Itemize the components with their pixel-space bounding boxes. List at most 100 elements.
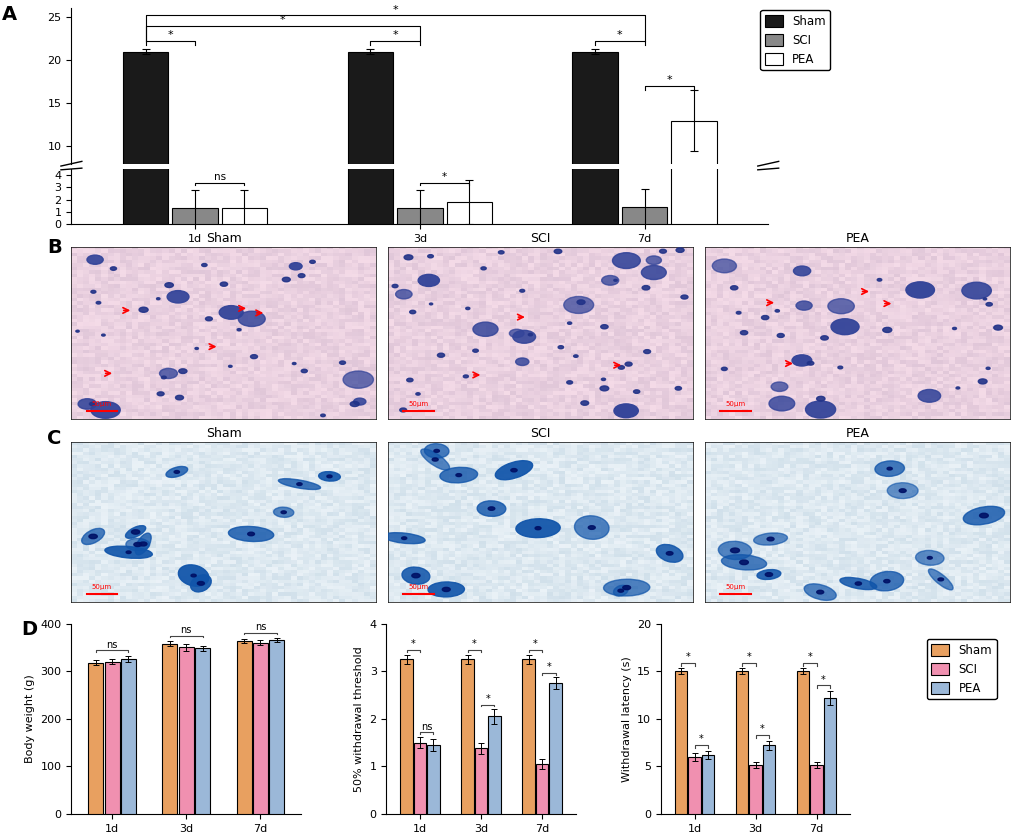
Text: *: * [665, 76, 672, 86]
Bar [347, 0, 392, 225]
Bar [400, 659, 413, 814]
Title: PEA: PEA [845, 232, 868, 246]
Circle shape [399, 408, 407, 412]
Circle shape [202, 263, 207, 267]
Circle shape [642, 285, 649, 290]
Circle shape [730, 286, 737, 290]
Circle shape [205, 317, 212, 320]
Ellipse shape [603, 579, 649, 596]
Ellipse shape [166, 466, 187, 477]
Circle shape [761, 315, 768, 320]
Bar [475, 748, 487, 814]
Bar [122, 51, 168, 232]
Ellipse shape [82, 529, 104, 545]
Circle shape [881, 327, 891, 332]
Ellipse shape [962, 506, 1004, 525]
Bar [172, 208, 218, 225]
Circle shape [926, 556, 931, 559]
Circle shape [401, 537, 407, 539]
Ellipse shape [803, 584, 836, 601]
Circle shape [442, 587, 449, 591]
Circle shape [623, 586, 630, 590]
Text: 50μm: 50μm [725, 584, 745, 591]
Bar [823, 698, 836, 814]
Circle shape [433, 450, 439, 452]
Circle shape [178, 369, 186, 373]
Circle shape [157, 392, 164, 396]
Circle shape [659, 249, 665, 253]
Text: *: * [546, 662, 550, 672]
Ellipse shape [278, 479, 320, 489]
Bar [178, 648, 194, 814]
Text: *: * [685, 652, 690, 662]
Circle shape [837, 366, 842, 369]
Bar [461, 659, 474, 814]
Circle shape [140, 542, 147, 546]
Bar [622, 207, 666, 225]
Circle shape [993, 326, 1002, 330]
Text: 50μm: 50μm [92, 401, 112, 408]
Text: *: * [759, 724, 764, 734]
Circle shape [174, 471, 179, 473]
Circle shape [102, 334, 105, 336]
Circle shape [427, 254, 433, 258]
Circle shape [281, 511, 286, 513]
Bar [396, 208, 442, 225]
Bar [675, 671, 687, 814]
Ellipse shape [574, 516, 608, 539]
Circle shape [978, 513, 987, 518]
Ellipse shape [105, 546, 152, 558]
Y-axis label: Withdrawal latency (s): Withdrawal latency (s) [621, 656, 631, 782]
Ellipse shape [717, 541, 751, 560]
Circle shape [404, 255, 413, 260]
Circle shape [159, 368, 177, 378]
Text: *: * [167, 30, 173, 40]
Legend: Sham, SCI, PEA: Sham, SCI, PEA [925, 639, 996, 700]
Circle shape [567, 381, 572, 384]
Circle shape [289, 263, 302, 270]
Circle shape [161, 376, 166, 378]
Bar [122, 0, 168, 225]
Bar [347, 51, 392, 232]
Bar [749, 765, 761, 814]
Bar [671, 65, 716, 225]
Text: *: * [820, 675, 824, 685]
Circle shape [350, 402, 359, 407]
Title: Sham: Sham [206, 232, 242, 246]
Circle shape [90, 403, 95, 405]
Circle shape [339, 361, 345, 364]
Circle shape [292, 362, 296, 365]
Circle shape [553, 249, 561, 253]
Text: *: * [441, 172, 446, 182]
Circle shape [410, 310, 416, 314]
Circle shape [806, 362, 813, 365]
Circle shape [792, 355, 811, 366]
Ellipse shape [273, 507, 293, 518]
Circle shape [643, 350, 650, 353]
Circle shape [110, 267, 116, 270]
Circle shape [219, 305, 243, 319]
Ellipse shape [401, 567, 429, 584]
Bar [446, 217, 491, 232]
Circle shape [887, 467, 892, 470]
Circle shape [220, 282, 227, 286]
Circle shape [770, 382, 787, 392]
Circle shape [87, 255, 103, 264]
Circle shape [473, 349, 478, 352]
Bar [810, 765, 822, 814]
Circle shape [816, 396, 824, 401]
Circle shape [437, 353, 444, 357]
Bar [572, 51, 618, 232]
Bar [105, 662, 119, 814]
Text: 50μm: 50μm [725, 401, 745, 408]
Circle shape [854, 582, 861, 585]
Text: A: A [2, 5, 17, 24]
Circle shape [513, 331, 535, 343]
Circle shape [89, 534, 97, 539]
Text: *: * [279, 15, 285, 25]
Circle shape [764, 572, 771, 576]
Circle shape [599, 386, 608, 391]
Circle shape [91, 290, 96, 293]
Circle shape [776, 333, 784, 337]
Circle shape [774, 310, 779, 312]
